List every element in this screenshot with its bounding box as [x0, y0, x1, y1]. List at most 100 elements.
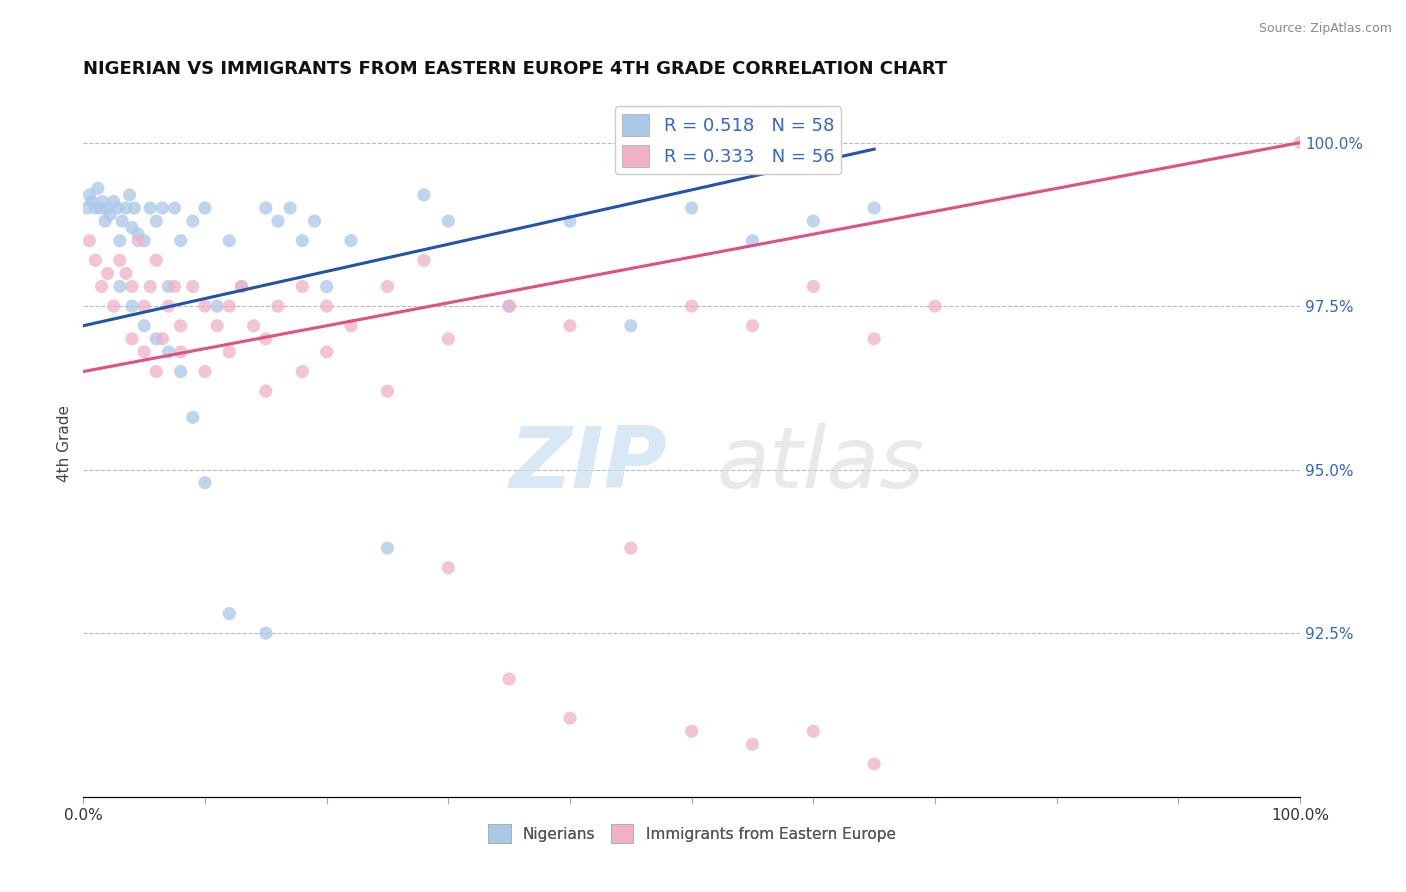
Point — [169, 318, 191, 333]
Point — [437, 214, 460, 228]
Point — [97, 267, 120, 281]
Point — [863, 201, 886, 215]
Point — [801, 724, 824, 739]
Point — [121, 299, 143, 313]
Point — [163, 201, 186, 215]
Point — [218, 234, 240, 248]
Point — [218, 607, 240, 621]
Point — [121, 332, 143, 346]
Point — [108, 253, 131, 268]
Point — [181, 214, 204, 228]
Point — [242, 318, 264, 333]
Point — [218, 345, 240, 359]
Point — [98, 208, 121, 222]
Point — [681, 724, 703, 739]
Point — [124, 201, 146, 215]
Point — [169, 345, 191, 359]
Point — [681, 201, 703, 215]
Point — [1289, 136, 1312, 150]
Point — [150, 201, 173, 215]
Point — [254, 626, 277, 640]
Point — [291, 234, 314, 248]
Point — [291, 365, 314, 379]
Point — [413, 253, 436, 268]
Point — [157, 345, 180, 359]
Point — [801, 279, 824, 293]
Point — [103, 299, 125, 313]
Point — [121, 279, 143, 293]
Point — [181, 279, 204, 293]
Point — [89, 201, 111, 215]
Point — [84, 253, 107, 268]
Point — [863, 332, 886, 346]
Point — [94, 214, 117, 228]
Point — [157, 299, 180, 313]
Point — [231, 279, 253, 293]
Point — [304, 214, 326, 228]
Point — [218, 299, 240, 313]
Point — [498, 299, 520, 313]
Point — [620, 541, 643, 555]
Point — [134, 345, 156, 359]
Point — [254, 201, 277, 215]
Point — [291, 279, 314, 293]
Point — [194, 299, 217, 313]
Point — [139, 279, 162, 293]
Point — [254, 332, 277, 346]
Point — [315, 279, 337, 293]
Point — [84, 201, 107, 215]
Point — [91, 194, 114, 209]
Point — [97, 201, 120, 215]
Text: atlas: atlas — [716, 423, 924, 506]
Point — [377, 384, 399, 399]
Point — [145, 365, 167, 379]
Point — [205, 299, 228, 313]
Point — [134, 318, 156, 333]
Point — [558, 318, 581, 333]
Point — [87, 181, 110, 195]
Point — [121, 220, 143, 235]
Point — [157, 279, 180, 293]
Point — [127, 234, 149, 248]
Point — [103, 194, 125, 209]
Point — [741, 234, 763, 248]
Point — [169, 234, 191, 248]
Point — [108, 234, 131, 248]
Point — [377, 541, 399, 555]
Point — [111, 214, 134, 228]
Point — [145, 214, 167, 228]
Point — [79, 188, 101, 202]
Point — [139, 201, 162, 215]
Point — [741, 737, 763, 751]
Point — [254, 384, 277, 399]
Point — [377, 279, 399, 293]
Point — [278, 201, 301, 215]
Point — [115, 267, 138, 281]
Point — [924, 299, 946, 313]
Point — [108, 279, 131, 293]
Point — [205, 318, 228, 333]
Point — [105, 201, 128, 215]
Point — [115, 201, 138, 215]
Point — [134, 234, 156, 248]
Point — [150, 332, 173, 346]
Point — [134, 299, 156, 313]
Point — [620, 318, 643, 333]
Point — [315, 299, 337, 313]
Point — [90, 279, 112, 293]
Point — [340, 318, 363, 333]
Point — [437, 560, 460, 574]
Point — [80, 194, 103, 209]
Point — [145, 332, 167, 346]
Point — [498, 672, 520, 686]
Point — [267, 299, 290, 313]
Point — [231, 279, 253, 293]
Legend: Nigerians, Immigrants from Eastern Europe: Nigerians, Immigrants from Eastern Europ… — [481, 818, 901, 849]
Point — [498, 299, 520, 313]
Text: ZIP: ZIP — [510, 423, 668, 506]
Point — [801, 214, 824, 228]
Point — [558, 711, 581, 725]
Point — [315, 345, 337, 359]
Point — [181, 410, 204, 425]
Y-axis label: 4th Grade: 4th Grade — [58, 405, 72, 482]
